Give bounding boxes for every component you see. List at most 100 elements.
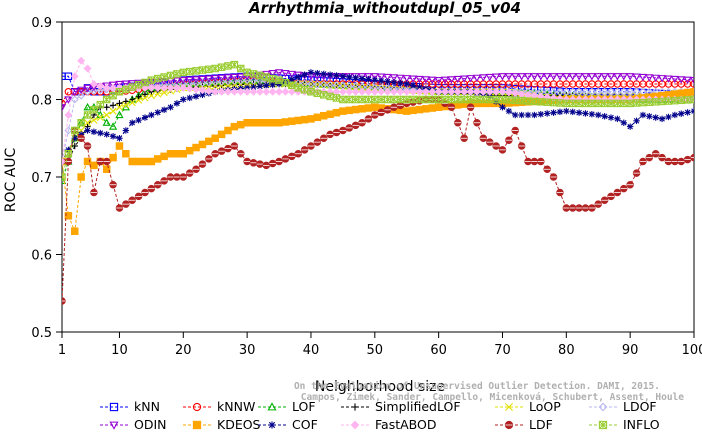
data-point-ldf [447, 103, 456, 112]
data-point-kdeos [230, 122, 239, 131]
legend-label: FastABOD [375, 417, 437, 432]
data-point-odin [185, 76, 194, 85]
data-point-ldf [211, 150, 219, 158]
data-point-odin [236, 73, 245, 81]
data-point-kdeos [364, 104, 373, 112]
data-point-odin [198, 75, 207, 84]
data-point-fastabod [434, 87, 443, 96]
data-point-cof [97, 129, 104, 137]
data-point-odin [651, 74, 660, 83]
data-point-kdeos [690, 88, 694, 96]
legend-marker [109, 421, 119, 430]
data-point-kdeos [339, 107, 347, 115]
data-point-cof [543, 110, 551, 117]
data-point-fastabod [64, 111, 73, 119]
data-point-ldf [192, 165, 200, 174]
data-point-inflo [154, 74, 162, 83]
data-point-inflo [179, 68, 188, 77]
data-point-loop [90, 116, 98, 124]
data-point-odin [77, 86, 86, 95]
data-point-cof [154, 109, 161, 116]
data-point-odin [485, 73, 494, 82]
data-point-ldof [600, 87, 609, 96]
data-point-simplifiedlof [122, 98, 130, 105]
data-point-cof [339, 73, 347, 80]
data-point-kdeos [256, 119, 264, 127]
data-point-odin [491, 73, 501, 81]
data-point-cof [186, 94, 193, 102]
data-point-ldf [96, 157, 105, 166]
data-point-ldf [581, 204, 590, 212]
data-point-fastabod [217, 87, 226, 96]
data-point-cof [167, 104, 174, 111]
data-point-ldf [454, 119, 462, 127]
data-point-kdeos [134, 157, 143, 166]
data-point-loop [103, 111, 111, 119]
data-point-ldf [179, 173, 188, 181]
data-point-ldf [658, 153, 666, 162]
data-point-kdeos [294, 116, 302, 125]
legend-item-knnw: kNNW [183, 399, 255, 414]
data-point-fastabod [472, 87, 481, 96]
legend-item-fastabod: FastABOD [341, 417, 437, 432]
data-point-cof [499, 104, 506, 111]
data-point-inflo [454, 95, 462, 104]
data-point-ldof [217, 77, 226, 86]
data-point-ldf [505, 136, 513, 144]
data-point-ldof [313, 80, 322, 89]
data-point-ldf [128, 196, 136, 205]
data-point-odin [281, 70, 290, 78]
data-point-inflo [71, 126, 79, 135]
data-point-ldf [371, 111, 379, 119]
data-point-simplifiedlof [71, 142, 78, 150]
data-point-odin [460, 75, 469, 83]
data-point-cof [652, 114, 659, 121]
series-ldf [62, 95, 694, 305]
data-point-ldf [377, 108, 385, 117]
data-point-ldf [588, 204, 596, 212]
data-point-ldf [351, 121, 360, 130]
data-point-ldf [600, 196, 609, 205]
legend-item-kdeos: KDEOS [183, 417, 261, 432]
data-point-inflo [396, 95, 405, 104]
data-point-cof [295, 73, 302, 81]
legend-label: SimplifiedLOF [375, 399, 461, 414]
data-point-inflo [102, 95, 111, 104]
data-point-odin [389, 74, 399, 82]
data-point-fastabod [255, 87, 264, 96]
data-point-kdeos [345, 106, 354, 115]
data-point-odin [466, 75, 475, 83]
data-point-odin [549, 73, 558, 81]
data-point-fastabod [396, 87, 405, 96]
data-point-fastabod [160, 83, 169, 92]
data-point-odin [645, 74, 654, 82]
data-point-fastabod [504, 88, 513, 97]
data-point-odin [121, 80, 130, 88]
data-point-cof [256, 83, 264, 90]
data-point-fastabod [62, 157, 66, 166]
data-point-cof [333, 72, 340, 79]
data-point-kdeos [358, 105, 366, 113]
data-point-inflo [236, 64, 245, 73]
data-point-ldf [671, 157, 679, 166]
y-tick-label: 0.9 [31, 16, 52, 31]
data-point-cof [390, 79, 398, 86]
data-point-inflo [485, 95, 494, 104]
data-point-ldf [345, 124, 354, 132]
data-point-ldf [690, 153, 694, 162]
data-point-odin [447, 76, 456, 84]
data-point-inflo [690, 95, 694, 104]
data-point-odin [606, 73, 616, 81]
data-point-ldof [626, 87, 635, 96]
data-point-fastabod [447, 87, 456, 96]
data-point-ldf [83, 142, 92, 150]
data-point-inflo [326, 92, 334, 101]
data-point-odin [619, 73, 628, 81]
data-point-odin [415, 75, 424, 84]
data-point-odin [511, 73, 520, 81]
data-point-ldof [607, 87, 615, 96]
data-point-ldf [460, 134, 468, 143]
data-point-inflo [620, 99, 628, 108]
x-tick-label: 20 [175, 343, 192, 358]
data-point-fastabod [179, 83, 188, 92]
